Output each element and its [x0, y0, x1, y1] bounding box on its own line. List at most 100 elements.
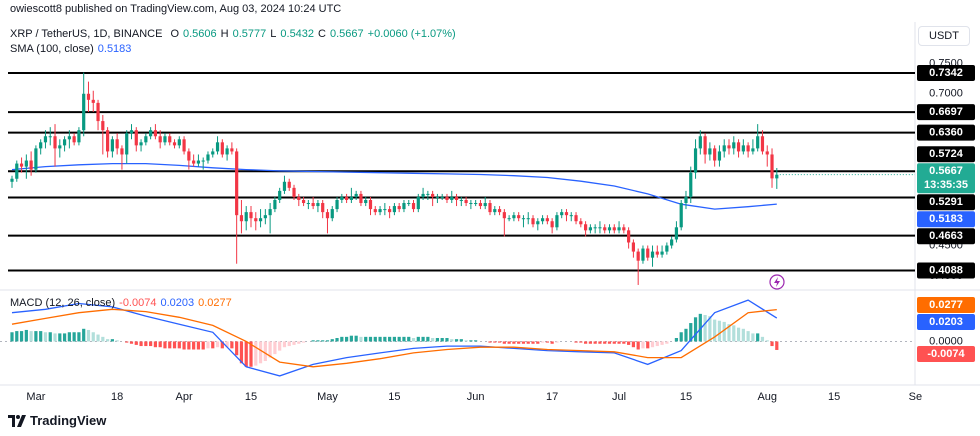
ohlc-value: 0.5777: [232, 28, 267, 40]
macd-histogram-bar: [521, 341, 526, 344]
candle-body: [220, 142, 224, 155]
candle-body: [144, 136, 148, 143]
candle-body: [507, 218, 511, 220]
macd-histogram-bar: [263, 341, 267, 361]
candle-body: [431, 193, 435, 197]
candle-body: [665, 245, 669, 252]
macd-histogram-bar: [301, 341, 306, 343]
level-label: 0.5724: [929, 148, 964, 160]
candle-body: [43, 136, 48, 143]
x-tick-label: May: [317, 391, 338, 403]
candle-body: [727, 145, 731, 149]
ohlc-label: O: [170, 28, 179, 40]
macd-histogram-bar: [665, 341, 669, 344]
candle-body: [478, 203, 483, 207]
brand-name: TradingView: [30, 413, 107, 428]
macd-histogram-bar: [168, 341, 172, 349]
macd-histogram-bar: [502, 341, 506, 344]
macd-histogram-bar: [579, 341, 583, 343]
candle-body: [588, 227, 592, 231]
macd-histogram-bar: [196, 341, 201, 350]
candle-body: [751, 148, 755, 152]
macd-histogram-bar: [756, 333, 760, 342]
macd-histogram-bar: [172, 341, 177, 349]
candle-body: [378, 209, 382, 213]
candle-body: [15, 163, 19, 179]
candle-body: [364, 199, 368, 204]
candle-body: [641, 248, 645, 261]
candle-body: [545, 218, 549, 222]
macd-histogram-bar: [101, 336, 105, 342]
macd-histogram-bar: [34, 331, 38, 342]
macd-histogram-bar: [650, 341, 655, 348]
level-label: 0.4663: [929, 230, 963, 242]
candle-body: [679, 203, 683, 228]
price-label-bg: [917, 146, 975, 163]
macd-histogram-bar: [736, 327, 741, 342]
candle-body: [125, 133, 129, 155]
macd-histogram-bar: [297, 341, 301, 344]
macd-histogram-bar: [402, 336, 406, 342]
macd-legend: MACD (12, 26, close) -0.0074 0.0203 0.02…: [10, 297, 232, 309]
candle-body: [67, 136, 71, 140]
y-tick-label: 0.7000: [929, 88, 963, 100]
candle-body: [397, 206, 401, 210]
macd-histogram-bar: [603, 341, 607, 344]
currency-button[interactable]: USDT: [918, 26, 970, 46]
price-label-bg: [917, 163, 975, 194]
macd-histogram-bar: [722, 321, 726, 342]
candle-body: [550, 221, 554, 228]
candle-body: [158, 136, 162, 143]
macd-histogram-bar: [431, 338, 435, 342]
macd-histogram-bar: [340, 336, 344, 342]
candle-body: [517, 215, 521, 219]
candle-body: [373, 209, 377, 213]
macd-histogram-bar: [378, 336, 382, 342]
level-label: 0.6697: [929, 106, 963, 118]
macd-price-label: 0.0203: [929, 316, 963, 328]
macd-histogram-bar: [588, 341, 592, 344]
candle-body: [311, 203, 315, 207]
ohlc-label: C: [318, 28, 326, 40]
macd-histogram-bar: [607, 341, 612, 344]
price-label-bg: [917, 228, 975, 245]
candle-body: [325, 212, 330, 219]
macd-histogram-bar: [741, 328, 745, 342]
candle-body: [775, 174, 779, 179]
candle-body: [321, 203, 325, 213]
macd-histogram-bar: [292, 341, 296, 345]
macd-histogram-bar: [345, 336, 349, 342]
macd-histogram-bar: [325, 340, 330, 342]
macd-histogram-bar: [254, 341, 258, 366]
price-label-bg: [917, 211, 975, 228]
macd-histogram-bar: [617, 341, 621, 344]
macd-histogram-bar: [67, 332, 71, 342]
macd-histogram-bar: [82, 328, 86, 342]
macd-histogram-bar: [717, 320, 722, 342]
macd-histogram-bar: [416, 336, 420, 342]
macd-histogram-bar: [698, 313, 702, 342]
macd-histogram-bar: [426, 336, 430, 342]
macd-histogram-bar: [598, 341, 602, 344]
macd-histogram-bar: [19, 331, 24, 342]
macd-histogram-bar: [388, 336, 392, 342]
macd-histogram-bar: [397, 336, 401, 342]
x-tick-label: Aug: [757, 391, 777, 403]
candle-body: [392, 206, 396, 213]
candle-body: [192, 160, 196, 164]
candle-body: [454, 196, 459, 200]
macd-histogram-bar: [411, 338, 416, 342]
candle-body: [134, 130, 138, 146]
macd-histogram-bar: [177, 341, 181, 349]
macd-histogram-bar: [58, 333, 62, 342]
symbol: XRP / TetherUS, 1D, BINANCE: [10, 28, 163, 40]
macd-histogram-bar: [474, 340, 478, 342]
macd-title: MACD (12, 26, close): [10, 297, 116, 309]
candle-body: [631, 242, 635, 252]
macd-histogram-bar: [593, 341, 597, 344]
price-label-bg: [917, 124, 975, 141]
x-tick-label: 18: [111, 391, 123, 403]
candle-body: [292, 187, 296, 197]
candle-body: [770, 154, 774, 179]
macd-histogram-bar: [646, 341, 650, 349]
